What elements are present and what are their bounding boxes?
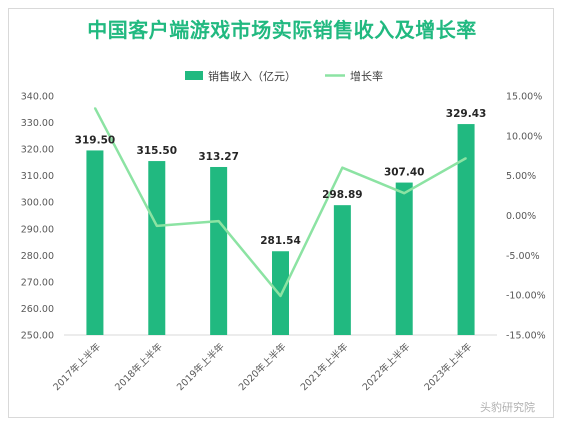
right-axis-tick-label: -15.00% (506, 331, 546, 342)
bar-series (86, 124, 475, 336)
growth-line-series (93, 107, 467, 298)
bar-data-label: 307.40 (384, 167, 425, 179)
bar-data-label: 313.27 (198, 151, 239, 163)
bar (210, 166, 228, 335)
x-axis-tick-label: 2022年上半年 (360, 340, 413, 393)
bar-data-label: 319.50 (75, 134, 116, 146)
bar (457, 124, 475, 336)
left-axis-tick-label: 340.00 (21, 92, 54, 103)
right-axis-tick-label: 5.00% (506, 171, 536, 182)
right-axis-tick-label: -10.00% (506, 291, 546, 302)
bar-data-label: 315.50 (137, 145, 178, 157)
bar (395, 182, 413, 335)
left-axis-tick-label: 260.00 (21, 304, 54, 315)
bar-data-label: 281.54 (260, 235, 301, 247)
data-labels: 319.50 315.50 313.27 281.54 298.89 307.40 329.… (75, 108, 487, 247)
x-axis: 2017年上半年 2018年上半年 2019年上半年 2020年上半年 2021年上半年… (51, 340, 475, 393)
right-axis: -15.00% -10.00% -5.00% 0.00% 5.00% 10.00% 15.0… (506, 92, 546, 342)
x-axis-tick-label: 2020年上半年 (236, 340, 289, 393)
growth-point (465, 157, 467, 159)
left-axis-tick-label: 270.00 (21, 277, 54, 288)
bar (333, 205, 351, 335)
left-axis-tick-label: 310.00 (21, 171, 54, 182)
right-axis-tick-label: 15.00% (506, 92, 542, 103)
bar-data-label: 298.89 (322, 189, 363, 201)
growth-point (279, 295, 282, 297)
right-axis-tick-label: 10.00% (506, 131, 542, 142)
left-axis-tick-label: 250.00 (21, 331, 54, 342)
x-axis-tick-label: 2019年上半年 (174, 340, 227, 393)
legend-swatch-revenue (185, 71, 203, 80)
right-axis-tick-label: -5.00% (506, 251, 540, 262)
x-axis-tick-label: 2017年上半年 (51, 340, 104, 393)
growth-point (94, 107, 96, 109)
left-axis-tick-label: 330.00 (21, 118, 54, 129)
legend: 销售收入（亿元） 增长率 (185, 69, 383, 83)
growth-point (217, 220, 220, 222)
x-axis-tick-label: 2018年上半年 (112, 340, 165, 393)
chart-title: 中国客户端游戏市场实际销售收入及增长率 (87, 18, 477, 42)
left-axis-tick-label: 290.00 (21, 224, 54, 235)
left-axis-tick-label: 320.00 (21, 145, 54, 156)
growth-point (403, 192, 406, 194)
watermark: 头豹研究院 (480, 400, 535, 414)
legend-label-growth: 增长率 (350, 69, 383, 83)
x-axis-tick-label: 2023年上半年 (422, 340, 475, 393)
bar-data-label: 329.43 (446, 108, 487, 120)
right-axis-tick-label: 0.00% (506, 211, 536, 222)
bar (148, 161, 166, 335)
left-axis-tick-label: 280.00 (21, 251, 54, 262)
left-axis-tick-label: 300.00 (21, 198, 54, 209)
x-axis-tick-label: 2021年上半年 (298, 340, 351, 393)
growth-point (341, 166, 344, 169)
growth-point (155, 225, 158, 227)
bar (86, 150, 104, 335)
legend-label-revenue: 销售收入（亿元） (208, 69, 296, 83)
left-axis: 250.00 260.00 270.00 280.00 290.00 300.00 310.… (21, 92, 54, 342)
